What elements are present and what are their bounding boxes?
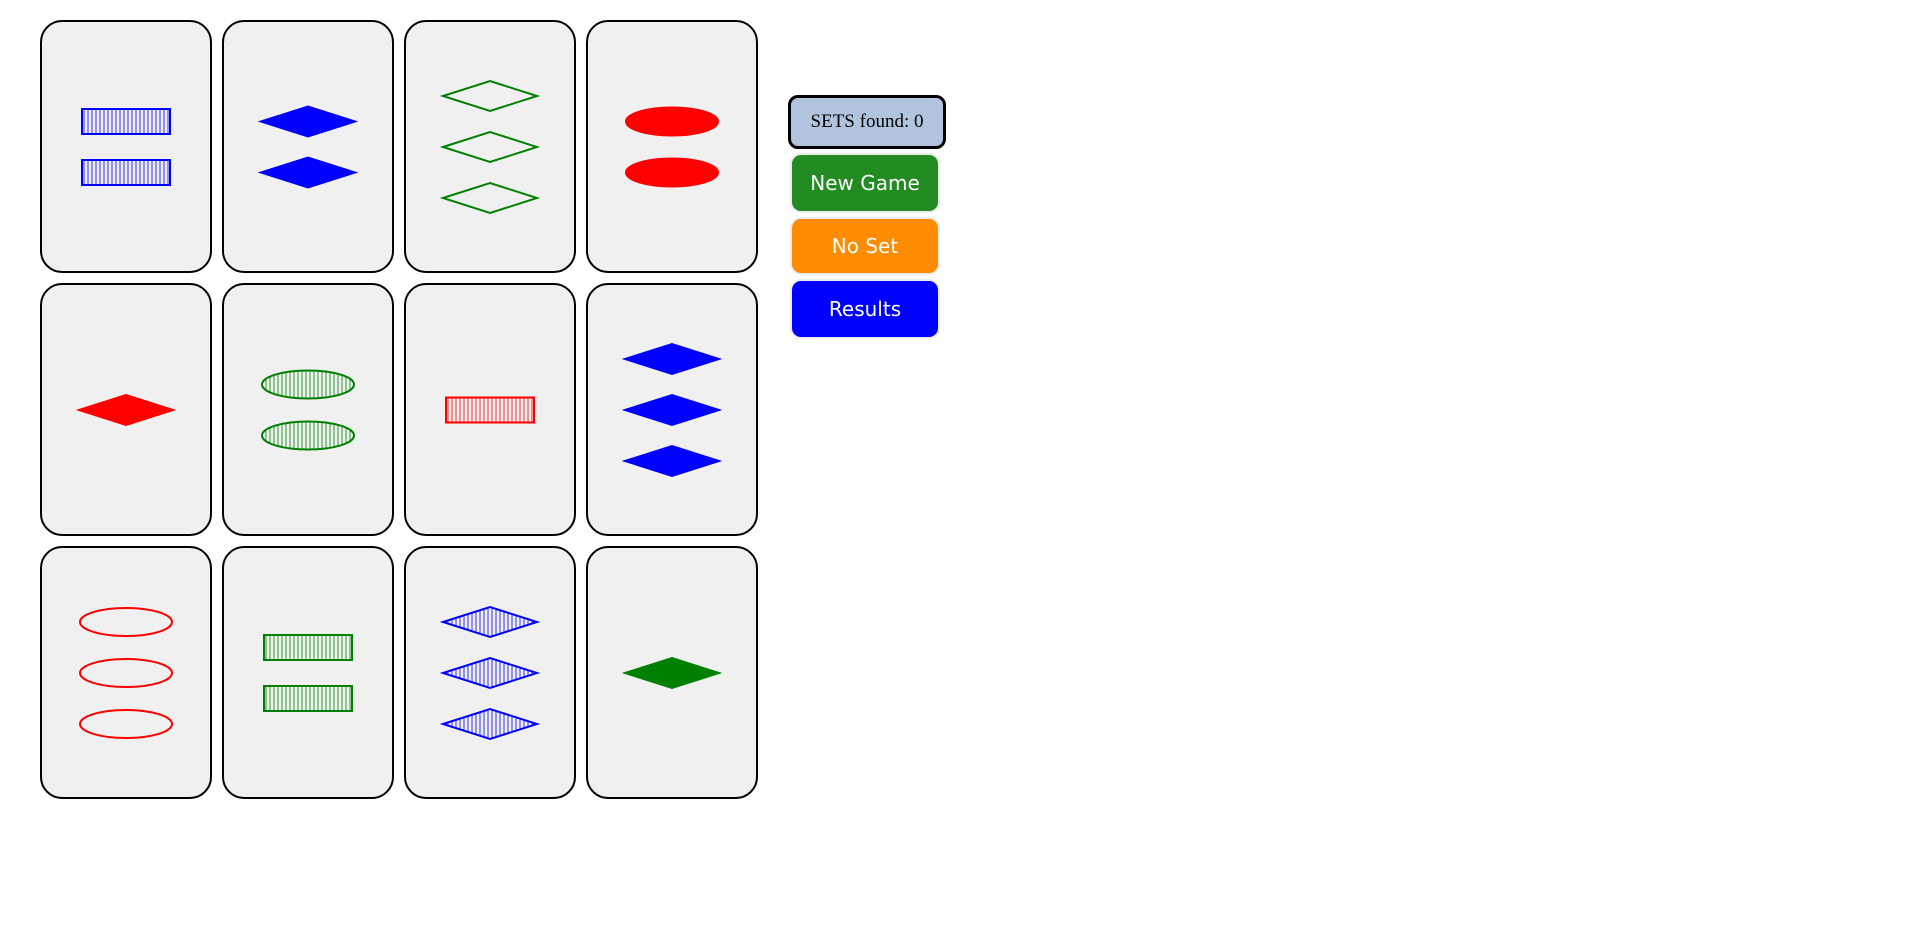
- oval-symbol: [625, 157, 719, 187]
- card-3-blue-striped-diamond[interactable]: [404, 546, 576, 799]
- card-2-green-striped-oval[interactable]: [222, 283, 394, 536]
- oval-symbol: [79, 657, 173, 688]
- new-game-button[interactable]: New Game: [790, 153, 940, 213]
- oval-symbol-group: [625, 106, 719, 187]
- card-board: [40, 20, 758, 799]
- card-3-blue-solid-diamond[interactable]: [586, 283, 758, 536]
- card-2-red-solid-oval[interactable]: [586, 20, 758, 273]
- rectangle-symbol: [263, 633, 353, 661]
- oval-symbol: [261, 369, 355, 399]
- diamond-symbol: [621, 656, 723, 689]
- card-1-red-solid-diamond[interactable]: [40, 283, 212, 536]
- diamond-symbol: [621, 444, 723, 477]
- card-2-blue-striped-rectangle[interactable]: [40, 20, 212, 273]
- diamond-symbol-group: [439, 79, 541, 214]
- rectangle-symbol-group: [263, 633, 353, 712]
- card-2-blue-solid-diamond[interactable]: [222, 20, 394, 273]
- card-1-red-striped-rectangle[interactable]: [404, 283, 576, 536]
- diamond-symbol-group: [439, 605, 541, 740]
- oval-symbol: [261, 420, 355, 450]
- oval-symbol: [625, 106, 719, 136]
- diamond-symbol: [257, 155, 359, 189]
- results-button[interactable]: Results: [790, 279, 940, 339]
- card-1-green-solid-diamond[interactable]: [586, 546, 758, 799]
- rectangle-symbol: [81, 107, 171, 135]
- diamond-symbol-group: [621, 656, 723, 689]
- oval-symbol-group: [261, 369, 355, 450]
- card-3-red-open-oval[interactable]: [40, 546, 212, 799]
- sets-found-counter: SETS found: 0: [788, 95, 946, 149]
- diamond-symbol-group: [257, 104, 359, 189]
- diamond-symbol: [439, 79, 541, 112]
- card-3-green-open-diamond[interactable]: [404, 20, 576, 273]
- diamond-symbol: [439, 181, 541, 214]
- diamond-symbol: [439, 130, 541, 163]
- diamond-symbol: [439, 605, 541, 638]
- card-2-green-striped-rectangle[interactable]: [222, 546, 394, 799]
- rectangle-symbol: [263, 684, 353, 712]
- diamond-symbol: [439, 656, 541, 689]
- no-set-button[interactable]: No Set: [790, 217, 940, 275]
- rectangle-symbol-group: [445, 396, 535, 423]
- diamond-symbol: [439, 707, 541, 740]
- diamond-symbol: [75, 393, 177, 426]
- diamond-symbol: [621, 393, 723, 426]
- diamond-symbol-group: [75, 393, 177, 426]
- rectangle-symbol: [445, 396, 535, 423]
- rectangle-symbol-group: [81, 107, 171, 186]
- diamond-symbol-group: [621, 342, 723, 477]
- oval-symbol: [79, 606, 173, 637]
- diamond-symbol: [621, 342, 723, 375]
- oval-symbol: [79, 708, 173, 739]
- control-panel: SETS found: 0 New Game No Set Results: [788, 95, 946, 339]
- rectangle-symbol: [81, 158, 171, 186]
- oval-symbol-group: [79, 606, 173, 739]
- diamond-symbol: [257, 104, 359, 138]
